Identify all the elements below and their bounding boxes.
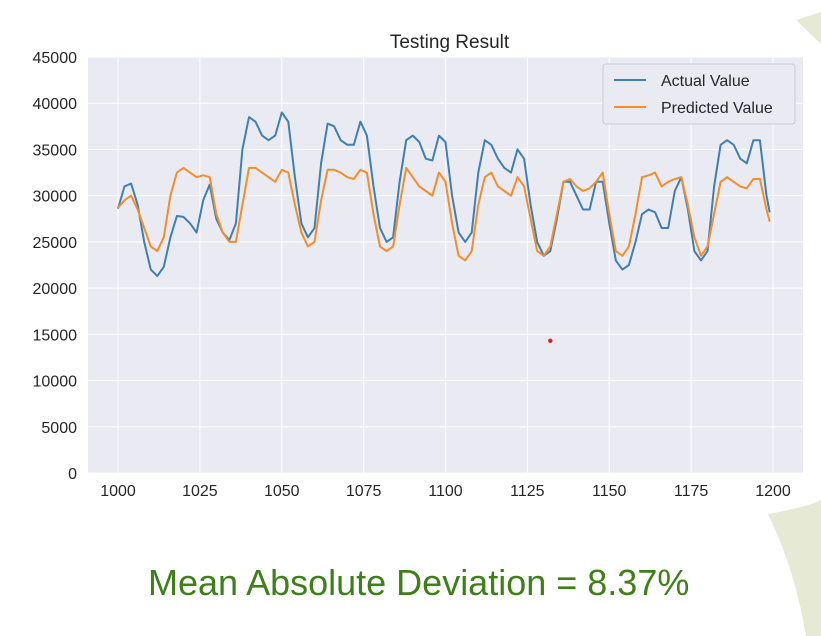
x-tick-label: 1050 xyxy=(264,483,300,500)
y-tick-label: 35000 xyxy=(33,142,78,159)
y-tick-label: 5000 xyxy=(41,420,77,437)
y-tick-label: 30000 xyxy=(33,189,78,206)
x-tick-label: 1000 xyxy=(100,483,136,500)
y-tick-label: 0 xyxy=(68,466,77,483)
y-tick-label: 45000 xyxy=(33,50,78,67)
y-tick-label: 10000 xyxy=(33,374,78,391)
y-axis-ticks: 0 5000 10000 15000 20000 25000 30000 35000 40000… xyxy=(33,50,78,483)
y-tick-label: 15000 xyxy=(33,327,78,344)
legend: Actual Value Predicted Value xyxy=(602,63,796,125)
legend-label: Actual Value xyxy=(661,73,750,90)
legend-label: Predicted Value xyxy=(661,100,773,117)
accent-swoosh-top xyxy=(796,12,821,44)
x-tick-label: 1125 xyxy=(510,483,545,500)
grid-lines xyxy=(88,56,803,474)
chart-title: Testing Result xyxy=(390,32,510,53)
x-tick-label: 1175 xyxy=(674,483,709,500)
legend-box xyxy=(602,63,796,125)
x-tick-label: 1075 xyxy=(346,483,382,500)
y-tick-label: 40000 xyxy=(33,96,78,113)
mad-caption: Mean Absolute Deviation = 8.37% xyxy=(148,562,690,603)
marker-dot xyxy=(548,338,553,344)
x-tick-label: 1025 xyxy=(182,483,218,500)
x-tick-label: 1200 xyxy=(755,483,791,500)
accent-swoosh-bottom xyxy=(768,500,821,636)
x-tick-label: 1150 xyxy=(592,483,627,500)
y-tick-label: 20000 xyxy=(33,281,78,298)
y-tick-label: 25000 xyxy=(33,235,78,252)
series-layer xyxy=(117,111,771,344)
x-axis-ticks: 1000 1025 1050 1075 1100 1125 1150 1175 1200 xyxy=(100,483,791,500)
line-chart: 1000 1025 1050 1075 1100 1125 1150 1175 1200 0 50… xyxy=(33,32,803,500)
x-tick-label: 1100 xyxy=(428,483,463,500)
predicted-value-line xyxy=(117,166,771,262)
